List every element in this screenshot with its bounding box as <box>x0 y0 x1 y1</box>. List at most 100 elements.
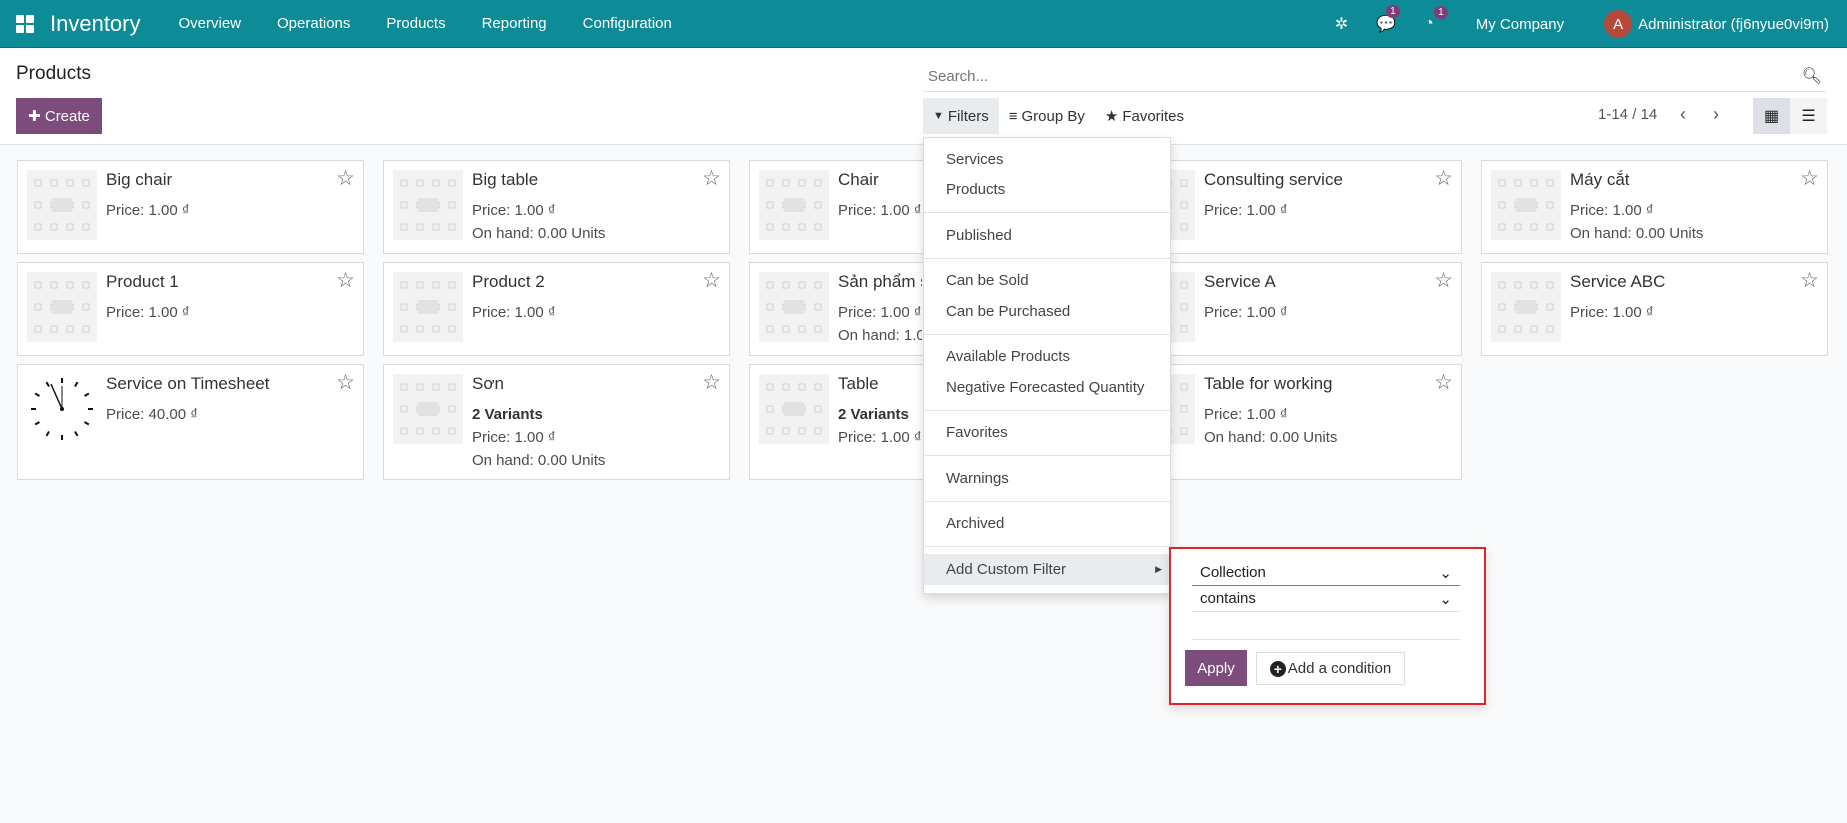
pager-value[interactable]: 1-14 / 14 <box>1598 106 1658 123</box>
favorite-star-icon[interactable]: ☆ <box>702 371 721 394</box>
app-name[interactable]: Inventory <box>50 10 141 36</box>
plus-circle-icon: + <box>1269 660 1286 677</box>
kanban-view-icon[interactable]: ▦ <box>1753 98 1790 134</box>
variants-count: 2 Variants <box>838 406 909 423</box>
product-details: Price: 1.00 ₫ On hand: 1.0 <box>838 301 922 347</box>
product-info-line: Price: 1.00 ₫ <box>838 304 922 321</box>
product-name: Consulting service <box>1204 170 1343 189</box>
product-details: Price: 1.00 ₫ On hand: 0.00 Units <box>1204 403 1337 449</box>
product-card[interactable]: Product 1 Price: 1.00 ₫ ☆ <box>17 262 364 356</box>
chevron-down-icon: ⌄ <box>1439 590 1452 608</box>
divider <box>924 333 1170 335</box>
product-name: Product 2 <box>472 272 545 291</box>
filter-option[interactable]: Published <box>946 226 1012 244</box>
pager-next-icon[interactable]: › <box>1713 104 1719 124</box>
add-condition-label: Add a condition <box>1287 660 1392 677</box>
operator-select[interactable]: contains ⌄ <box>1192 586 1460 612</box>
favorite-star-icon[interactable]: ☆ <box>1800 167 1819 190</box>
product-details: Price: 1.00 ₫ <box>106 199 190 222</box>
filter-option[interactable]: Available Products <box>946 348 1070 366</box>
favorites-button[interactable]: ★ Favorites <box>1095 98 1194 134</box>
product-info-line: Price: 1.00 ₫ <box>1570 304 1654 321</box>
favorite-star-icon[interactable]: ☆ <box>336 371 355 394</box>
product-details: Price: 1.00 ₫ <box>1570 301 1654 324</box>
menu-overview[interactable]: Overview <box>178 15 242 32</box>
add-custom-filter-item[interactable]: Add Custom Filter ▶ <box>924 554 1170 585</box>
operator-value: contains <box>1200 590 1256 607</box>
product-card[interactable]: Big table Price: 1.00 ₫ On hand: 0.00 Unit… <box>383 160 730 254</box>
product-card[interactable]: Product 2 Price: 1.00 ₫ ☆ <box>383 262 730 356</box>
variants-count: 2 Variants <box>472 406 543 423</box>
product-card[interactable]: Service on Timesheet Price: 40.00 ₫ ☆ <box>17 364 364 480</box>
avatar[interactable]: A <box>1604 10 1633 38</box>
favorite-star-icon[interactable]: ☆ <box>1434 269 1453 292</box>
product-details: Price: 1.00 ₫ On hand: 0.00 Units <box>1570 199 1703 245</box>
menu-products[interactable]: Products <box>386 15 446 32</box>
filters-button[interactable]: ▼ Filters <box>923 98 999 134</box>
favorite-star-icon[interactable]: ☆ <box>702 269 721 292</box>
menu-reporting[interactable]: Reporting <box>481 15 547 32</box>
filter-option[interactable]: Can be Purchased <box>946 302 1071 320</box>
favorite-star-icon[interactable]: ☆ <box>702 167 721 190</box>
divider <box>924 409 1170 411</box>
caret-right-icon: ▶ <box>1155 563 1162 574</box>
chevron-down-icon: ⌄ <box>1439 564 1452 582</box>
filter-option[interactable]: Products <box>946 181 1006 199</box>
search-input[interactable] <box>923 67 1783 85</box>
user-menu[interactable]: Administrator (fj6nyue0vi9m) <box>1638 15 1829 33</box>
favorite-star-icon[interactable]: ☆ <box>1434 371 1453 394</box>
add-custom-filter-label: Add Custom Filter <box>946 560 1067 578</box>
filter-option[interactable]: Warnings <box>946 469 1009 487</box>
product-card[interactable]: Big chair Price: 1.00 ₫ ☆ <box>17 160 364 254</box>
search-icon[interactable]: 🔍︎ <box>1801 68 1822 85</box>
menu-operations[interactable]: Operations <box>277 15 351 32</box>
menu-configuration[interactable]: Configuration <box>582 15 672 32</box>
product-info-line: Price: 1.00 ₫ <box>1204 406 1288 423</box>
plus-icon: ✚ <box>28 108 41 125</box>
field-select[interactable]: Collection ⌄ <box>1192 560 1460 586</box>
product-placeholder-image <box>759 170 829 240</box>
funnel-icon: ▼ <box>933 110 944 122</box>
product-info-line: Price: 1.00 ₫ <box>472 429 556 446</box>
field-value: Collection <box>1200 564 1266 581</box>
debug-bug-icon[interactable]: ✲ <box>1334 16 1349 33</box>
filter-option[interactable]: Favorites <box>946 424 1008 442</box>
product-info-line: Price: 1.00 ₫ <box>106 202 190 219</box>
filter-option[interactable]: Archived <box>946 515 1005 533</box>
product-info-line: Price: 1.00 ₫ <box>838 202 922 219</box>
product-details: 2 Variants Price: 1.00 ₫ <box>838 403 922 449</box>
product-info-line: Price: 1.00 ₫ <box>1204 202 1288 219</box>
product-card[interactable]: Máy cắt Price: 1.00 ₫ On hand: 0.00 Units ☆ <box>1481 160 1828 254</box>
apps-menu-icon[interactable] <box>16 14 34 33</box>
apply-button[interactable]: Apply <box>1185 650 1247 686</box>
favorite-star-icon[interactable]: ☆ <box>336 269 355 292</box>
custom-filter-panel: Collection ⌄ contains ⌄ Apply + Add a condi… <box>1169 547 1486 705</box>
divider <box>924 257 1170 259</box>
add-condition-button[interactable]: + Add a condition <box>1256 652 1405 685</box>
filter-option[interactable]: Services <box>946 150 1004 168</box>
product-details: Price: 1.00 ₫ <box>838 199 922 222</box>
filter-option[interactable]: Can be Sold <box>946 272 1029 290</box>
product-card[interactable]: Consulting service Price: 1.00 ₫ ☆ <box>1115 160 1462 254</box>
product-card[interactable]: Service ABC Price: 1.00 ₫ ☆ <box>1481 262 1828 356</box>
messages-icon[interactable]: 💬 1 <box>1376 5 1400 34</box>
filter-option[interactable]: Negative Forecasted Quantity <box>946 378 1145 396</box>
activities-clock-icon[interactable]: ◔ 1 <box>1424 6 1448 33</box>
star-icon: ★ <box>1104 108 1119 125</box>
product-name: Sơn <box>472 374 504 393</box>
product-details: Price: 1.00 ₫ <box>1204 301 1288 324</box>
list-view-icon[interactable]: ☰ <box>1790 98 1827 134</box>
product-details: Price: 1.00 ₫ <box>106 301 190 324</box>
pager-previous-icon[interactable]: ‹ <box>1680 104 1686 124</box>
favorite-star-icon[interactable]: ☆ <box>336 167 355 190</box>
group-by-button[interactable]: ≡ Group By <box>999 98 1095 134</box>
product-info-line: On hand: 0.00 Units <box>472 452 606 469</box>
product-name: Service A <box>1204 272 1276 291</box>
navbar: Inventory Overview Operations Products R… <box>0 0 1847 48</box>
company-switcher[interactable]: My Company <box>1475 15 1565 33</box>
favorite-star-icon[interactable]: ☆ <box>1800 269 1819 292</box>
favorite-star-icon[interactable]: ☆ <box>1434 167 1453 190</box>
create-button[interactable]: ✚ Create <box>16 98 102 134</box>
product-name: Service on Timesheet <box>106 374 270 393</box>
product-card[interactable]: Sơn 2 Variants Price: 1.00 ₫ On hand: 0.00 … <box>383 364 730 480</box>
